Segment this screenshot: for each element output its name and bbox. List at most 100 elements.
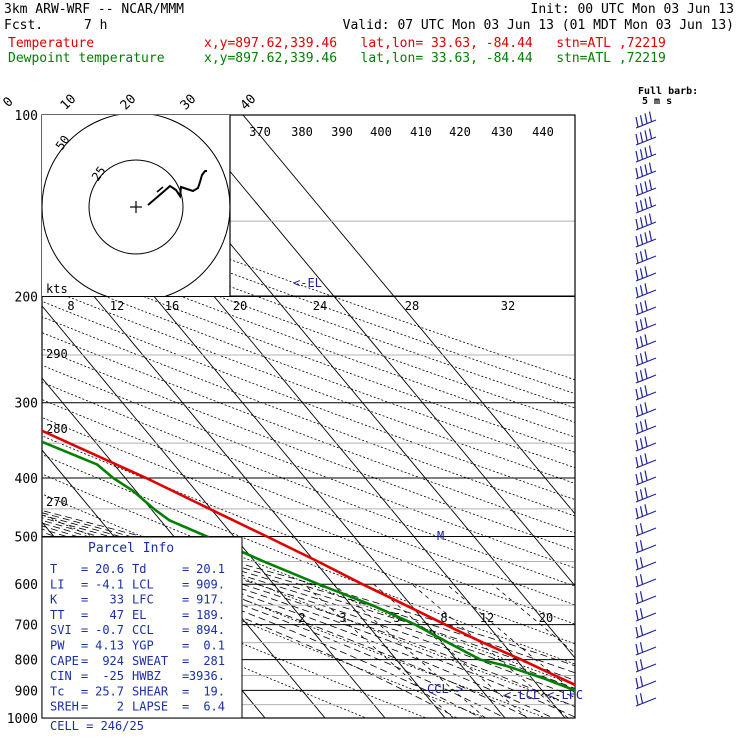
- wind-barb-flag: [644, 317, 648, 328]
- plot-frame: [41, 114, 576, 719]
- parcel-label: TT: [50, 608, 64, 622]
- parcel-info-box: [41, 536, 243, 719]
- wind-barb-staff: [635, 119, 657, 129]
- dry-adiabat: [42, 228, 575, 423]
- wind-barb-staff: [635, 663, 657, 673]
- wind-legend-units: 5 m s: [642, 96, 672, 107]
- wind-barb-staff: [635, 187, 657, 197]
- wind-barb-flag: [644, 232, 648, 243]
- wind-barb-flag: [635, 235, 639, 247]
- wind-barb-flag: [639, 302, 644, 313]
- parcel-label: K: [50, 593, 58, 607]
- wind-barb-flag: [635, 269, 639, 281]
- wind-barb-flag: [639, 404, 644, 415]
- dry-adiabat: [42, 579, 368, 718]
- wind-barb: [635, 608, 657, 622]
- parcel-equals: =: [182, 623, 189, 637]
- mixing-ratio-label: 12: [480, 611, 494, 625]
- wind-barb: [635, 436, 657, 452]
- wind-barb-flag: [639, 455, 644, 466]
- dry-adiabat: [42, 214, 575, 409]
- isotherm-line: [42, 233, 446, 718]
- wind-barb-staff: [635, 680, 657, 690]
- wind-barb-flag: [635, 320, 639, 332]
- parcel-value: 924: [102, 654, 124, 668]
- theta-label: 430: [491, 125, 513, 139]
- wind-barb-flag: [635, 592, 639, 604]
- wind-barb: [635, 162, 657, 180]
- mixing-ratio-label: 2: [298, 611, 305, 625]
- wind-barb-flag: [635, 575, 639, 587]
- wind-barb: [635, 196, 657, 214]
- parcel-value: 2: [117, 700, 124, 714]
- isotherm-line: [42, 305, 386, 718]
- wind-barb-flag: [648, 213, 653, 224]
- dry-adiabat: [42, 300, 575, 501]
- parcel-value: 25.7: [95, 684, 124, 698]
- mixing-ratio-label: 20: [539, 611, 553, 625]
- dewpoint-legend-name: Dewpoint temperature: [8, 51, 165, 66]
- isotherm-label: 20: [118, 92, 140, 114]
- theta-side-label: 270: [46, 495, 68, 509]
- parcel-value: -4.1: [95, 577, 124, 591]
- wind-barb-flag: [644, 249, 648, 260]
- wind-barb: [635, 540, 657, 554]
- wind-barb-flag: [635, 337, 639, 349]
- wind-barb-flag: [635, 507, 639, 519]
- parcel-value: 189.: [196, 608, 225, 622]
- wind-barb-flag: [635, 541, 639, 553]
- forecast-label: Fcst.: [4, 18, 44, 33]
- wind-barb-staff: [635, 153, 657, 163]
- wind-barb-flag: [639, 693, 644, 704]
- isotherm-line: [182, 115, 575, 587]
- wind-barb: [635, 179, 657, 197]
- wind-barb: [635, 317, 657, 333]
- dewpoint-legend-info: x,y=897.62,339.46 lat,lon= 33.63, -84.44…: [204, 51, 666, 66]
- wind-barb-flag: [639, 132, 644, 143]
- wind-barb: [635, 283, 657, 299]
- wind-barb: [635, 128, 657, 146]
- isotherm-label: 10: [58, 92, 80, 114]
- mixing-ratio-label: 5: [393, 611, 400, 625]
- parcel-value: -25: [102, 669, 124, 683]
- parcel-value: 19.: [203, 684, 225, 698]
- parcel-value: 894.: [196, 623, 225, 637]
- wind-barb-flag: [644, 215, 648, 226]
- wind-barb-staff: [635, 459, 657, 469]
- wind-barb-flag: [635, 456, 639, 468]
- wind-barb: [635, 351, 657, 367]
- parcel-value: 3936.: [189, 669, 225, 683]
- dry-adiabat: [42, 348, 575, 551]
- wind-barb: [635, 368, 657, 384]
- wind-barb: [635, 453, 657, 469]
- wind-barb-staff: [635, 578, 657, 588]
- wind-barb-flag: [639, 319, 644, 330]
- model-title: 3km ARW-WRF -- NCAR/MMM: [4, 2, 185, 17]
- parcel-equals: =: [182, 577, 189, 591]
- moist-adiabat: [42, 514, 575, 681]
- isotherm-line: [242, 115, 575, 515]
- wind-barb: [635, 557, 657, 571]
- parcel-equals: =: [182, 700, 189, 714]
- wind-barb-staff: [635, 391, 657, 401]
- valid-time: Valid: 07 UTC Mon 03 Jun 13 (01 MDT Mon …: [342, 18, 734, 33]
- wind-barb-staff: [635, 170, 657, 180]
- wind-barb-flag: [639, 353, 644, 364]
- wind-barb-flag: [639, 472, 644, 483]
- pressure-tick-label: 1000: [7, 712, 38, 727]
- wind-barb-flag: [644, 385, 648, 396]
- theta-label: 390: [331, 125, 353, 139]
- theta-label: 400: [370, 125, 392, 139]
- wind-barb-flag: [639, 523, 644, 534]
- parcel-value: 909.: [196, 577, 225, 591]
- wind-barb-flag: [644, 164, 648, 175]
- parcel-equals: =: [81, 562, 88, 576]
- hodograph-clip: 50 25: [42, 115, 230, 296]
- wind-barb-flag: [635, 524, 639, 536]
- wind-barb-flag: [635, 422, 639, 434]
- wind-barb-staff: [635, 408, 657, 418]
- wind-barb-flag: [635, 643, 639, 655]
- wind-barb-flag: [639, 217, 644, 228]
- parcel-label: Tc: [50, 684, 64, 698]
- hodograph-ring-label: 25: [89, 164, 109, 184]
